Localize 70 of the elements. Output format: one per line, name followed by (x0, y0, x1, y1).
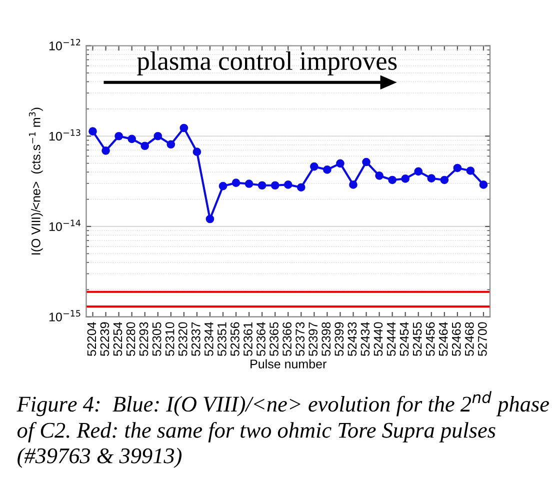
x-tick-label: 52280 (126, 322, 136, 356)
point (180, 124, 188, 132)
x-tick-label: 52464 (438, 322, 448, 356)
x-axis-title: Pulse number (250, 359, 326, 368)
x-tick-label: 52399 (334, 322, 344, 356)
point (310, 162, 318, 171)
x-tick-label: 52305 (152, 322, 162, 356)
point (154, 132, 162, 140)
x-tick-label: 52373 (296, 322, 304, 356)
annotation: plasma control improves (137, 51, 397, 76)
y-tick-label: 10$^{−14}$ (49, 220, 80, 232)
point (401, 174, 410, 183)
point (453, 164, 462, 172)
y-axis-title: I(O VIII)/<ne> (cts.s$^{−1}$ m$^{3}$) (28, 108, 43, 254)
x-tick-label: 52366 (282, 322, 292, 356)
point (114, 132, 123, 140)
point (270, 181, 280, 190)
x-tick-label: 52356 (230, 322, 240, 356)
x-tick-label: 52455 (412, 322, 422, 356)
point (349, 180, 358, 189)
point (88, 127, 97, 136)
x-tick-label: 52361 (244, 322, 252, 356)
x-tick-label: 52468 (464, 322, 474, 356)
point (296, 183, 306, 192)
x-tick-label: 52320 (178, 322, 188, 356)
y-tick-label: 10$^{−15}$ (49, 310, 80, 322)
point (362, 158, 370, 166)
x-tick-label: 52337 (191, 322, 200, 356)
y-tick-label: 10$^{−12}$ (49, 38, 80, 50)
point (323, 166, 332, 174)
x-tick-label: 52254 (113, 322, 122, 356)
x-tick-label: 52310 (165, 322, 174, 356)
x-tick-label: 52454 (400, 322, 409, 356)
x-tick-label: 52444 (386, 322, 396, 356)
point (244, 180, 254, 188)
point (479, 180, 488, 189)
x-tick-label: 52239 (100, 322, 110, 356)
point (466, 166, 475, 175)
x-tick-label: 52398 (322, 322, 331, 356)
y-tick-label: 10$^{−13}$ (49, 129, 80, 141)
x-tick-label: 52465 (452, 322, 461, 356)
x-tick-label: 52440 (374, 322, 383, 356)
point (375, 172, 384, 180)
point (128, 134, 136, 144)
x-tick-label: 52397 (308, 322, 318, 356)
x-tick-label: 52700 (478, 322, 487, 356)
point (440, 176, 449, 184)
x-tick-label: 52434 (360, 322, 370, 356)
point (140, 142, 150, 150)
x-tick-label: 52433 (348, 322, 357, 356)
point (284, 180, 292, 189)
x-tick-label: 52364 (256, 322, 266, 356)
caption: Figure 4: Blue: I(O VIII)/<ne> evolution for the 2$^{nd}$ phase of C2. Red: the same for two ohmic Tore Supra pulses (#39763 & 39913) (16, 391, 549, 468)
point (336, 159, 344, 168)
point (232, 178, 240, 188)
point (192, 148, 202, 156)
point (427, 174, 436, 183)
x-tick-label: 52365 (270, 322, 278, 356)
point (388, 176, 396, 184)
point (218, 182, 228, 190)
x-tick-label: 52204 (87, 322, 96, 356)
point (414, 167, 423, 176)
point (102, 146, 110, 155)
point (258, 181, 266, 190)
x-tick-label: 52351 (218, 322, 226, 356)
x-tick-label: 52293 (139, 322, 148, 356)
point (166, 140, 176, 149)
x-tick-label: 52344 (204, 322, 214, 356)
point (206, 214, 214, 224)
x-tick-label: 52456 (426, 322, 435, 356)
